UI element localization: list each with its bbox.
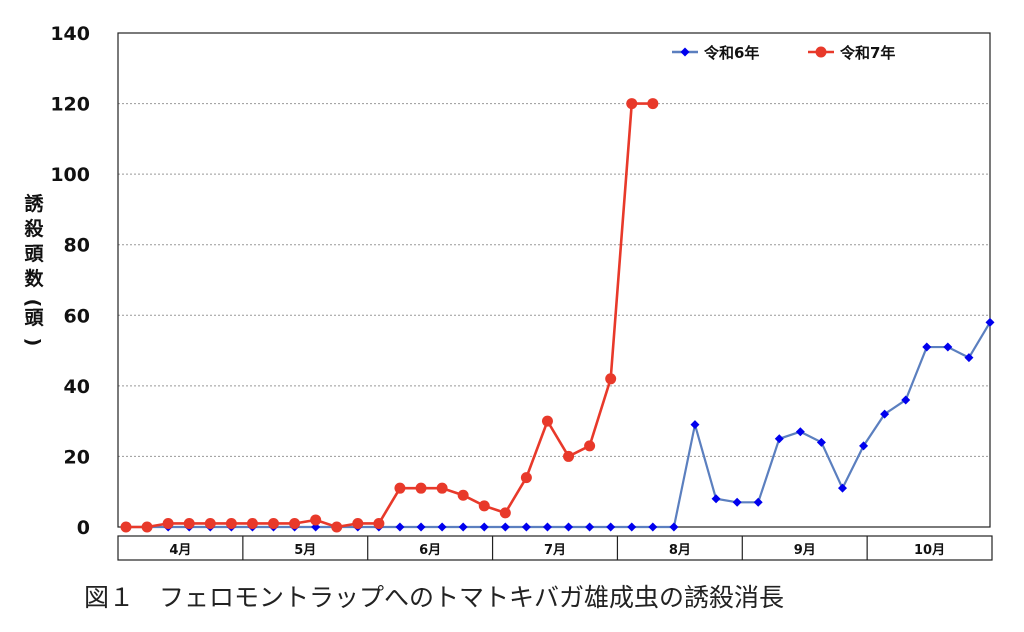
- series-1-point: [690, 420, 700, 430]
- series-1-point: [711, 494, 721, 504]
- series-2-point: [520, 472, 532, 484]
- series-2-line: [126, 102, 653, 529]
- y-label-char: 数: [24, 267, 44, 290]
- series-1-point: [795, 427, 805, 437]
- series-1-point: [837, 483, 847, 493]
- month-axis: 4月 5月 6月 7月 8月 9月 10月: [117, 535, 993, 561]
- series-1-point: [395, 522, 405, 532]
- legend-label: 令和7年: [840, 44, 895, 62]
- legend-label: 令和6年: [704, 44, 759, 62]
- month-label: 5月: [294, 543, 316, 558]
- series-1-point: [922, 342, 932, 352]
- y-tick-label: 0: [77, 517, 90, 539]
- series-1-point: [458, 522, 468, 532]
- legend: 令和6年 令和7年: [672, 44, 895, 62]
- series-2-point: [204, 517, 216, 529]
- y-label-char: (: [22, 299, 44, 308]
- series-1-point: [753, 497, 763, 507]
- y-tick-label: 100: [50, 164, 90, 186]
- figure-caption: 図１ フェロモントラップへのトマトキバガ雄成虫の誘殺消長: [84, 583, 784, 612]
- y-tick-label: 40: [64, 376, 90, 398]
- series-2-point: [373, 517, 385, 529]
- series-1-point: [521, 522, 531, 532]
- y-tick-label: 140: [50, 23, 90, 45]
- series-2-point: [499, 507, 511, 519]
- series-1-line: [126, 321, 991, 529]
- series-1-point: [985, 317, 995, 327]
- series-2-point: [310, 514, 322, 526]
- series-1-point: [859, 441, 869, 451]
- month-label: 4月: [169, 543, 191, 558]
- series-1-point: [416, 522, 426, 532]
- y-axis-ticks: 0 20 40 60 80 100 120 140: [50, 23, 90, 539]
- series-2-point: [289, 517, 301, 529]
- series-2-point: [626, 98, 638, 110]
- series-1-point: [606, 522, 616, 532]
- series-2-point: [225, 517, 237, 529]
- series-2-point: [331, 521, 343, 533]
- month-label: 10月: [914, 543, 945, 558]
- series-1-point: [901, 395, 911, 405]
- series-2-point: [457, 489, 469, 501]
- series-2-point: [352, 517, 364, 529]
- series-2-point: [647, 98, 659, 110]
- series-1-point: [585, 522, 595, 532]
- series-2-point: [141, 521, 153, 533]
- legend-1-point: [680, 47, 690, 57]
- series-2-point: [478, 500, 490, 512]
- series-group: [120, 98, 995, 533]
- series-1-point: [627, 522, 637, 532]
- series-1-point: [542, 522, 552, 532]
- series-2-point: [268, 517, 280, 529]
- month-bar-frame: [117, 535, 993, 561]
- series-1-point: [816, 437, 826, 447]
- month-label: 8月: [669, 543, 691, 558]
- series-2-point: [183, 517, 195, 529]
- series-1-point: [669, 522, 679, 532]
- series-2-point: [246, 517, 258, 529]
- series-1-point: [437, 522, 447, 532]
- series-2: [120, 98, 659, 533]
- y-tick-label: 60: [64, 305, 90, 327]
- series-1: [121, 317, 995, 532]
- month-label: 9月: [794, 543, 816, 558]
- y-tick-label: 20: [64, 446, 90, 468]
- y-label-char: 誘: [24, 192, 44, 215]
- grid-lines: [118, 103, 990, 457]
- legend-2-point: [815, 46, 827, 58]
- series-1-point: [774, 434, 784, 444]
- series-1-point: [648, 522, 658, 532]
- series-1-point: [943, 342, 953, 352]
- series-2-point: [584, 440, 596, 452]
- series-1-point: [964, 353, 974, 363]
- y-label-char: 頭: [24, 307, 44, 329]
- series-2-point: [605, 373, 617, 385]
- series-2-point: [394, 482, 406, 494]
- y-label-char: 殺: [23, 217, 44, 240]
- series-1-point: [880, 409, 890, 419]
- series-1-point: [564, 522, 574, 532]
- y-tick-label: 80: [64, 235, 90, 257]
- series-1-point: [479, 522, 489, 532]
- series-1-point: [732, 497, 742, 507]
- series-2-point: [162, 517, 174, 529]
- series-2-point: [415, 482, 427, 494]
- series-2-point: [541, 415, 553, 427]
- y-tick-label: 120: [50, 94, 90, 116]
- series-2-point: [120, 521, 132, 533]
- y-label-char: ): [22, 338, 44, 347]
- series-2-point: [563, 450, 575, 462]
- series-1-point: [500, 522, 510, 532]
- series-2-point: [436, 482, 448, 494]
- month-label: 7月: [544, 543, 566, 558]
- month-label: 6月: [419, 543, 441, 558]
- y-label-char: 頭: [24, 243, 44, 265]
